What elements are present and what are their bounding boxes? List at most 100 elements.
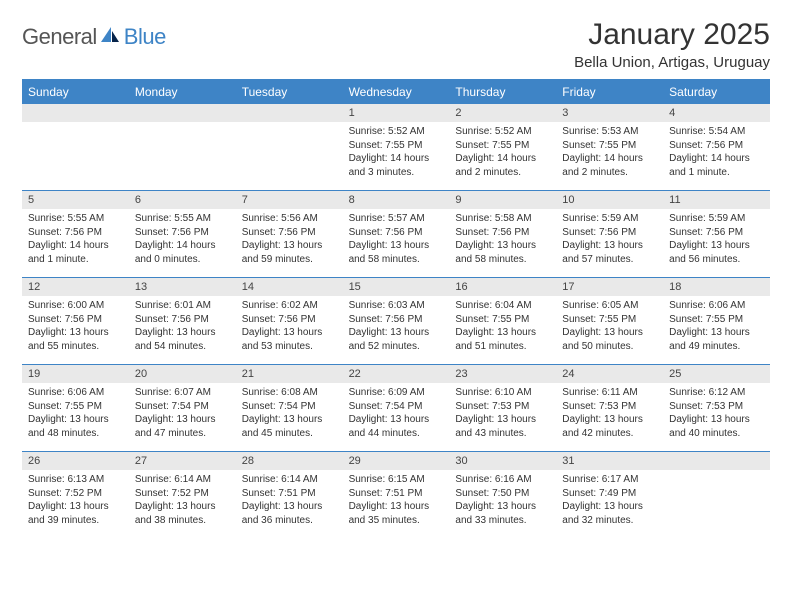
sunrise-text: Sunrise: 6:03 AM [349, 299, 444, 313]
sunset-text: Sunset: 7:51 PM [242, 487, 337, 501]
day-cell: 19Sunrise: 6:06 AMSunset: 7:55 PMDayligh… [22, 365, 129, 451]
daylight-text: Daylight: 13 hours and 32 minutes. [562, 500, 657, 527]
day-details: Sunrise: 6:01 AMSunset: 7:56 PMDaylight:… [129, 296, 236, 357]
week-row: 12Sunrise: 6:00 AMSunset: 7:56 PMDayligh… [22, 277, 770, 364]
daylight-text: Daylight: 13 hours and 59 minutes. [242, 239, 337, 266]
daylight-text: Daylight: 13 hours and 49 minutes. [669, 326, 764, 353]
sunrise-text: Sunrise: 6:09 AM [349, 386, 444, 400]
day-cell: 12Sunrise: 6:00 AMSunset: 7:56 PMDayligh… [22, 278, 129, 364]
logo: General Blue [22, 18, 166, 50]
day-number: 8 [343, 191, 450, 209]
day-details: Sunrise: 6:12 AMSunset: 7:53 PMDaylight:… [663, 383, 770, 444]
sunrise-text: Sunrise: 5:55 AM [28, 212, 123, 226]
header: General Blue January 2025 Bella Union, A… [22, 18, 770, 71]
day-number: 15 [343, 278, 450, 296]
day-number: 24 [556, 365, 663, 383]
sunset-text: Sunset: 7:55 PM [562, 139, 657, 153]
day-number [22, 104, 129, 122]
day-number: 26 [22, 452, 129, 470]
sunrise-text: Sunrise: 6:16 AM [455, 473, 550, 487]
weekday-header: Monday [129, 81, 236, 104]
daylight-text: Daylight: 13 hours and 48 minutes. [28, 413, 123, 440]
daylight-text: Daylight: 13 hours and 47 minutes. [135, 413, 230, 440]
week-row: 1Sunrise: 5:52 AMSunset: 7:55 PMDaylight… [22, 104, 770, 190]
daylight-text: Daylight: 14 hours and 2 minutes. [455, 152, 550, 179]
day-details: Sunrise: 5:59 AMSunset: 7:56 PMDaylight:… [556, 209, 663, 270]
sunrise-text: Sunrise: 6:11 AM [562, 386, 657, 400]
sunset-text: Sunset: 7:56 PM [669, 139, 764, 153]
day-number: 28 [236, 452, 343, 470]
daylight-text: Daylight: 14 hours and 2 minutes. [562, 152, 657, 179]
day-cell: 17Sunrise: 6:05 AMSunset: 7:55 PMDayligh… [556, 278, 663, 364]
weekday-header-row: Sunday Monday Tuesday Wednesday Thursday… [22, 81, 770, 104]
day-details: Sunrise: 5:52 AMSunset: 7:55 PMDaylight:… [343, 122, 450, 183]
daylight-text: Daylight: 13 hours and 58 minutes. [349, 239, 444, 266]
weekday-header: Sunday [22, 81, 129, 104]
sunrise-text: Sunrise: 6:15 AM [349, 473, 444, 487]
sunrise-text: Sunrise: 5:55 AM [135, 212, 230, 226]
day-details: Sunrise: 6:02 AMSunset: 7:56 PMDaylight:… [236, 296, 343, 357]
sunset-text: Sunset: 7:51 PM [349, 487, 444, 501]
sunset-text: Sunset: 7:55 PM [455, 313, 550, 327]
sunrise-text: Sunrise: 6:06 AM [28, 386, 123, 400]
day-cell: 6Sunrise: 5:55 AMSunset: 7:56 PMDaylight… [129, 191, 236, 277]
daylight-text: Daylight: 14 hours and 1 minute. [669, 152, 764, 179]
day-cell: 11Sunrise: 5:59 AMSunset: 7:56 PMDayligh… [663, 191, 770, 277]
logo-word-2: Blue [124, 24, 166, 50]
daylight-text: Daylight: 13 hours and 35 minutes. [349, 500, 444, 527]
day-number: 14 [236, 278, 343, 296]
sunrise-text: Sunrise: 6:17 AM [562, 473, 657, 487]
day-cell [663, 452, 770, 538]
sunset-text: Sunset: 7:56 PM [28, 226, 123, 240]
day-cell: 26Sunrise: 6:13 AMSunset: 7:52 PMDayligh… [22, 452, 129, 538]
calendar-page: General Blue January 2025 Bella Union, A… [0, 0, 792, 556]
day-number: 4 [663, 104, 770, 122]
day-cell: 15Sunrise: 6:03 AMSunset: 7:56 PMDayligh… [343, 278, 450, 364]
day-number [236, 104, 343, 122]
day-cell: 8Sunrise: 5:57 AMSunset: 7:56 PMDaylight… [343, 191, 450, 277]
sunrise-text: Sunrise: 5:52 AM [349, 125, 444, 139]
day-details: Sunrise: 6:11 AMSunset: 7:53 PMDaylight:… [556, 383, 663, 444]
title-block: January 2025 Bella Union, Artigas, Urugu… [574, 18, 770, 71]
daylight-text: Daylight: 13 hours and 58 minutes. [455, 239, 550, 266]
day-number: 1 [343, 104, 450, 122]
day-details [129, 122, 236, 129]
weekday-header: Thursday [449, 81, 556, 104]
calendar: Sunday Monday Tuesday Wednesday Thursday… [22, 79, 770, 538]
daylight-text: Daylight: 13 hours and 39 minutes. [28, 500, 123, 527]
day-cell: 31 Sunrise: 6:17 AMSunset: 7:49 PMDayligh… [556, 452, 663, 538]
sunrise-text: Sunrise: 5:56 AM [242, 212, 337, 226]
daylight-text: Daylight: 13 hours and 45 minutes. [242, 413, 337, 440]
day-number: 31 [556, 452, 663, 470]
sunset-text: Sunset: 7:54 PM [242, 400, 337, 414]
day-number [663, 452, 770, 470]
sunset-text: Sunset: 7:52 PM [135, 487, 230, 501]
day-number: 7 [236, 191, 343, 209]
sunrise-text: Sunrise: 6:14 AM [135, 473, 230, 487]
daylight-text: Daylight: 13 hours and 53 minutes. [242, 326, 337, 353]
day-cell [129, 104, 236, 190]
day-details: Sunrise: 5:53 AMSunset: 7:55 PMDaylight:… [556, 122, 663, 183]
day-number: 27 [129, 452, 236, 470]
day-cell: 7Sunrise: 5:56 AMSunset: 7:56 PMDaylight… [236, 191, 343, 277]
sunrise-text: Sunrise: 6:12 AM [669, 386, 764, 400]
day-cell: 30Sunrise: 6:16 AMSunset: 7:50 PMDayligh… [449, 452, 556, 538]
daylight-text: Daylight: 14 hours and 0 minutes. [135, 239, 230, 266]
daylight-text: Daylight: 13 hours and 38 minutes. [135, 500, 230, 527]
sunrise-text: Sunrise: 6:05 AM [562, 299, 657, 313]
day-cell: 9Sunrise: 5:58 AMSunset: 7:56 PMDaylight… [449, 191, 556, 277]
sunrise-text: Sunrise: 5:54 AM [669, 125, 764, 139]
sunset-text: Sunset: 7:56 PM [242, 226, 337, 240]
day-cell: 5Sunrise: 5:55 AMSunset: 7:56 PMDaylight… [22, 191, 129, 277]
sunset-text: Sunset: 7:53 PM [562, 400, 657, 414]
weekday-header: Friday [556, 81, 663, 104]
daylight-text: Daylight: 13 hours and 42 minutes. [562, 413, 657, 440]
sunrise-text: Sunrise: 6:14 AM [242, 473, 337, 487]
weekday-header: Wednesday [343, 81, 450, 104]
day-details: Sunrise: 5:56 AMSunset: 7:56 PMDaylight:… [236, 209, 343, 270]
sunset-text: Sunset: 7:56 PM [242, 313, 337, 327]
sunset-text: Sunset: 7:49 PM [562, 487, 657, 501]
day-details: Sunrise: 6:09 AMSunset: 7:54 PMDaylight:… [343, 383, 450, 444]
day-details: Sunrise: 6:16 AMSunset: 7:50 PMDaylight:… [449, 470, 556, 531]
sunset-text: Sunset: 7:56 PM [349, 226, 444, 240]
